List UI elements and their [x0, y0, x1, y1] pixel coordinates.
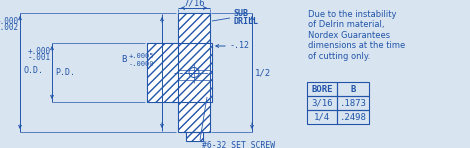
Text: #6-32 SET SCREW: #6-32 SET SCREW [202, 141, 275, 148]
Text: BORE: BORE [311, 85, 333, 94]
Text: DRILL: DRILL [233, 17, 258, 26]
Bar [337, 110, 369, 124]
Bar [186, 132, 203, 141]
Bar [337, 96, 369, 110]
Text: B: B [350, 85, 356, 94]
Text: of Delrin material,: of Delrin material, [308, 21, 384, 29]
Text: SUB: SUB [233, 9, 248, 18]
Bar [178, 13, 210, 132]
Bar [307, 82, 337, 96]
Text: 1/4: 1/4 [314, 112, 330, 122]
Text: +.0005: +.0005 [129, 53, 155, 59]
Bar [337, 82, 369, 96]
Text: O.D.: O.D. [23, 66, 43, 75]
Text: +.000: +.000 [0, 17, 19, 26]
Bar [147, 43, 212, 102]
Text: 3/16: 3/16 [311, 99, 333, 107]
Text: -.002: -.002 [0, 23, 19, 32]
Text: Due to the instability: Due to the instability [308, 10, 397, 19]
Bar [307, 110, 337, 124]
Text: -.12: -.12 [230, 41, 250, 50]
Bar [147, 43, 212, 102]
Text: dimensions at the time: dimensions at the time [308, 41, 405, 50]
Text: .1873: .1873 [339, 99, 367, 107]
Text: B: B [122, 56, 127, 65]
Text: Nordex Guarantees: Nordex Guarantees [308, 31, 390, 40]
Text: -.001: -.001 [28, 53, 51, 62]
Text: 7/16: 7/16 [183, 0, 205, 8]
Text: of cutting only.: of cutting only. [308, 52, 370, 61]
Text: -.0000: -.0000 [129, 61, 155, 67]
Bar [307, 96, 337, 110]
Text: +.000: +.000 [28, 47, 51, 56]
Bar [178, 13, 210, 132]
Text: .2498: .2498 [339, 112, 367, 122]
Text: P.D.: P.D. [55, 68, 75, 77]
Text: 1/2: 1/2 [255, 68, 271, 77]
Bar [186, 132, 203, 141]
